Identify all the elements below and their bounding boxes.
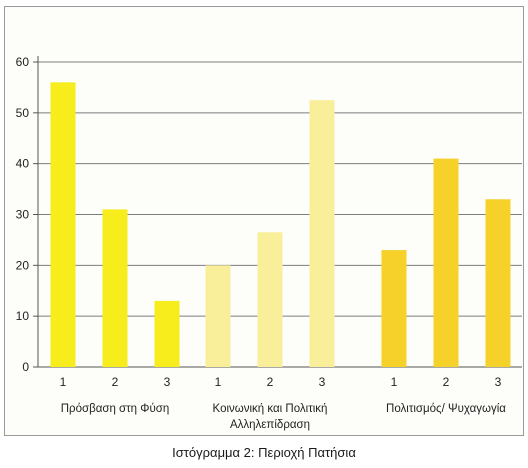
bar-g1-1	[50, 82, 76, 367]
category-label: Πρόσβαση στη Φύση	[61, 403, 169, 415]
bar-g2-3	[309, 100, 335, 367]
y-tick-label: 60	[16, 55, 30, 69]
bar-g3-3	[485, 199, 511, 367]
y-tick-label: 40	[16, 157, 30, 171]
bar-g3-2	[433, 158, 459, 367]
bar-g2-2	[257, 232, 283, 367]
x-tick-label: 3	[495, 375, 502, 389]
bar-g3-1	[381, 250, 407, 367]
bar-g1-3	[154, 300, 180, 367]
x-tick-label: 2	[267, 375, 274, 389]
bar-g2-1	[205, 265, 231, 367]
chart-caption: Ιστόγραμμα 2: Περιοχή Πατήσια	[172, 445, 356, 460]
y-tick-label: 50	[16, 106, 30, 120]
x-tick-label: 3	[164, 375, 171, 389]
y-tick-label: 30	[16, 208, 30, 222]
x-tick-label: 2	[443, 375, 450, 389]
category-label: Αλληλεπίδραση	[230, 419, 310, 431]
y-tick-label: 10	[16, 309, 30, 323]
x-tick-label: 1	[215, 375, 222, 389]
x-tick-label: 2	[112, 375, 119, 389]
category-label: Κοινωνική και Πολιτική	[213, 403, 328, 415]
bar-g1-2	[102, 209, 128, 367]
x-tick-label: 1	[391, 375, 398, 389]
x-tick-label: 1	[60, 375, 67, 389]
x-tick-label: 3	[319, 375, 326, 389]
y-tick-label: 0	[22, 360, 29, 374]
category-label: Πολιτισμός/ Ψυχαγωγία	[386, 403, 506, 415]
y-tick-label: 20	[16, 258, 30, 272]
